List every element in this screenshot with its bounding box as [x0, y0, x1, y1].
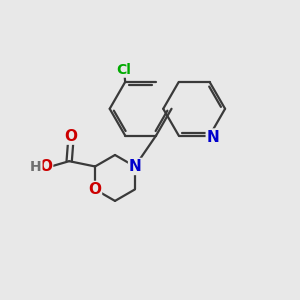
Text: N: N: [207, 130, 220, 145]
Text: Cl: Cl: [116, 63, 131, 76]
Text: N: N: [129, 159, 142, 174]
Text: O: O: [88, 182, 101, 197]
Text: O: O: [39, 159, 52, 174]
Text: H: H: [30, 160, 41, 174]
Text: O: O: [65, 129, 78, 144]
